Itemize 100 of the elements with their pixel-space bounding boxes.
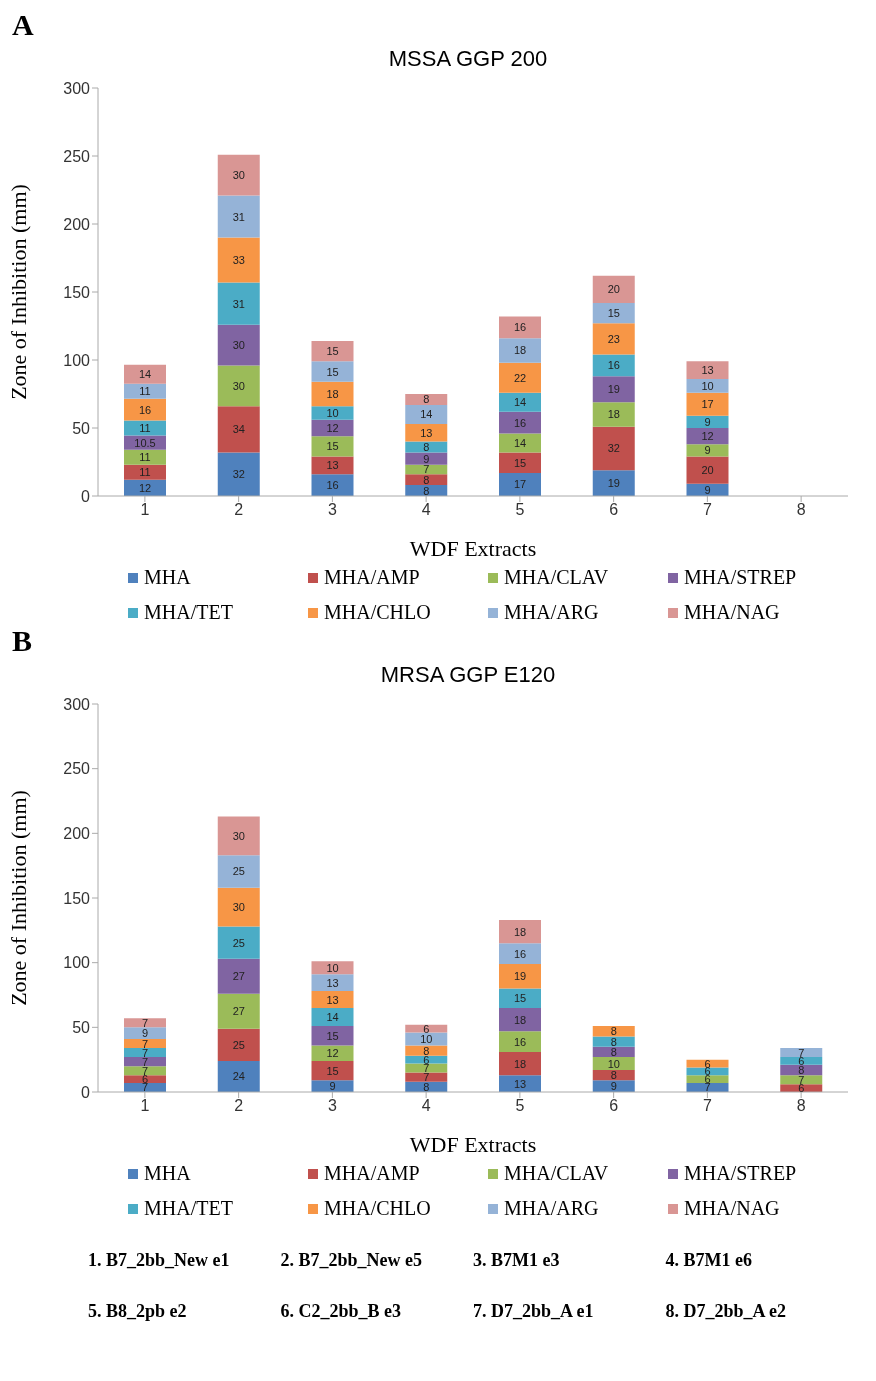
- bar: [311, 474, 354, 496]
- data-label: 30: [232, 901, 245, 914]
- data-label: 18: [326, 388, 339, 400]
- bar: [311, 361, 354, 382]
- data-label: 15: [326, 440, 339, 453]
- data-label: 32: [232, 468, 245, 481]
- bar: [124, 435, 166, 450]
- bar: [499, 411, 541, 434]
- legend-label: MHA/CHLO: [324, 601, 431, 624]
- bar: [592, 470, 635, 496]
- bar: [217, 365, 260, 407]
- data-label: 30: [232, 829, 245, 842]
- text: 3. B7M1 e3: [473, 1250, 561, 1271]
- data-label: 31: [232, 210, 245, 223]
- y-tick-label: 50: [72, 419, 91, 437]
- chart-title: MSSA GGP 200: [388, 46, 548, 71]
- data-label: 7: [141, 1016, 149, 1029]
- bar: [124, 1048, 166, 1058]
- legend-label: MHA: [144, 1162, 191, 1185]
- data-label: 24: [232, 1070, 245, 1083]
- data-label: 10: [607, 1057, 620, 1070]
- data-label: 10: [420, 1032, 433, 1045]
- text: 2. B7_2bb_New e5: [280, 1250, 423, 1271]
- data-label: 25: [232, 865, 245, 878]
- x-tick-label: 7: [702, 501, 712, 519]
- y-tick-label: 100: [63, 351, 91, 369]
- y-axis-title: Zone of Inhibition (mm): [5, 790, 31, 1006]
- data-label: 8: [610, 1045, 617, 1058]
- text: 5. B8_2pb e2: [88, 1301, 188, 1322]
- data-label: 15: [607, 307, 620, 320]
- y-tick-label: 200: [63, 825, 91, 843]
- bar: [217, 406, 260, 453]
- data-label: 33: [232, 254, 245, 267]
- data-label: 18: [513, 1057, 527, 1070]
- data-label: 19: [513, 970, 527, 983]
- y-tick-label: 0: [81, 487, 91, 505]
- bar: [592, 376, 635, 403]
- bar: [499, 943, 541, 964]
- data-label: 8: [423, 484, 430, 497]
- data-label: 15: [326, 1029, 339, 1042]
- bar: [499, 316, 541, 339]
- bar: [311, 381, 354, 407]
- bar: [499, 1051, 541, 1076]
- bar: [405, 394, 448, 405]
- chart-title: MRSA GGP E120: [380, 662, 556, 687]
- data-label: 18: [513, 925, 527, 938]
- data-label: 32: [607, 442, 620, 455]
- data-label: 18: [607, 408, 620, 421]
- data-label: 22: [513, 371, 527, 384]
- data-label: 7: [798, 1046, 805, 1059]
- x-tick-label: 2: [234, 501, 244, 519]
- bar: [686, 415, 729, 428]
- data-label: 14: [138, 368, 152, 381]
- legend-label: MHA/NAG: [684, 1197, 780, 1220]
- data-label: 12: [138, 481, 152, 494]
- data-label: 6: [423, 1022, 430, 1035]
- bar: [124, 364, 166, 384]
- data-label: 10.5: [134, 436, 156, 449]
- bar: [217, 237, 260, 283]
- bar: [311, 1045, 354, 1061]
- bar: [217, 958, 260, 994]
- bar: [311, 406, 354, 420]
- bar: [499, 392, 541, 412]
- x-axis-title: WDF Extracts: [409, 1132, 537, 1157]
- data-label: 17: [701, 398, 714, 411]
- y-tick-label: 150: [63, 889, 91, 907]
- data-label: 18: [513, 1013, 527, 1026]
- data-label: 16: [138, 403, 152, 416]
- bar: [405, 1045, 448, 1056]
- data-label: 8: [423, 473, 430, 486]
- legend-label: MHA/TET: [144, 601, 233, 624]
- data-label: 16: [326, 479, 339, 492]
- legend-label: MHA/ARG: [504, 1197, 599, 1220]
- bar: [592, 354, 635, 377]
- data-label: 8: [610, 1025, 617, 1038]
- data-label: 9: [704, 483, 711, 496]
- bar: [405, 404, 448, 424]
- bar: [124, 1027, 166, 1039]
- bar: [311, 419, 354, 437]
- bar: [499, 963, 541, 989]
- data-label: 16: [513, 321, 527, 334]
- y-tick-label: 50: [72, 1019, 91, 1037]
- bar: [686, 379, 729, 393]
- data-label: 10: [701, 379, 714, 392]
- bar: [686, 456, 729, 484]
- data-label: 15: [326, 1064, 339, 1077]
- bar: [217, 816, 260, 856]
- data-label: 7: [423, 463, 430, 476]
- bar: [311, 974, 354, 992]
- x-tick-label: 6: [609, 501, 619, 519]
- x-axis-title: WDF Extracts: [409, 536, 537, 561]
- y-tick-label: 250: [63, 760, 91, 778]
- text: 6. C2_2bb_B e3: [280, 1301, 402, 1322]
- bar: [499, 988, 541, 1008]
- data-label: 12: [701, 430, 714, 443]
- data-label: 9: [704, 444, 711, 457]
- data-label: 18: [513, 344, 527, 357]
- bar: [217, 887, 260, 927]
- bar: [686, 392, 729, 416]
- x-tick-label: 4: [421, 1097, 431, 1115]
